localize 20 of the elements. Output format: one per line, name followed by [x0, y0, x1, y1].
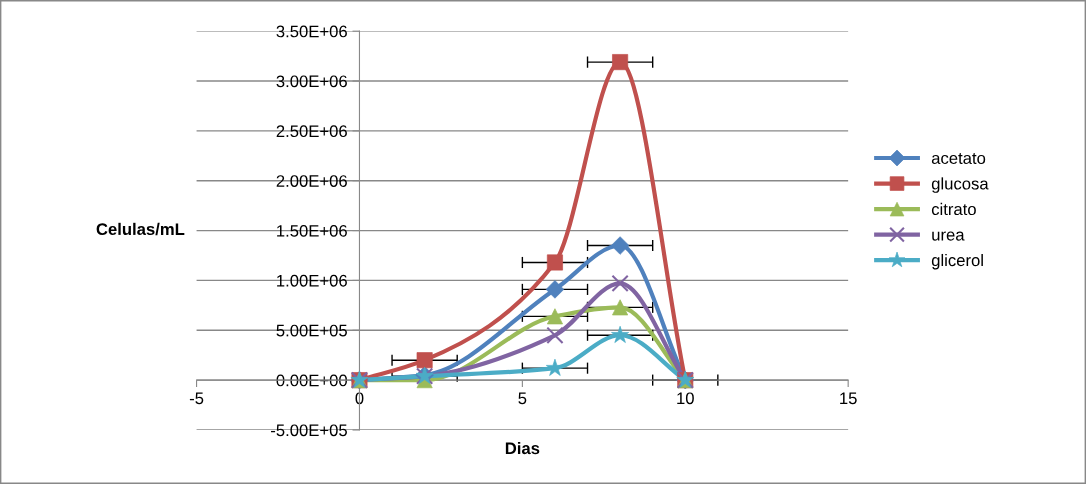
y-axis-title: Celulas/mL [96, 222, 185, 236]
x-axis-title: Dias [505, 441, 540, 455]
x-tick-label: 15 [840, 392, 857, 405]
legend-label: glicerol [931, 253, 983, 270]
y-tick-label: -5.00E+05 [271, 424, 347, 437]
legend-label: urea [932, 231, 965, 241]
x-tick-label: -5 [189, 392, 204, 405]
y-tick-label: 2.00E+06 [276, 175, 347, 187]
legend-label: acetato [931, 153, 986, 165]
y-tick-label: 0.00E+00 [276, 374, 348, 387]
y-tick-label: 3.50E+06 [276, 25, 347, 38]
y-tick-label: 5.00E+05 [276, 324, 347, 337]
legend-label: citrato [931, 202, 976, 216]
legend-label: glucosa [931, 177, 989, 193]
y-tick-label: 3.00E+06 [276, 75, 347, 88]
y-tick-label: 1.00E+06 [277, 274, 347, 287]
x-tick-label: 5 [518, 392, 527, 405]
y-tick-label: 2.50E+06 [276, 125, 347, 138]
y-tick-label: 1.50E+06 [277, 224, 347, 237]
x-tick-label: 10 [677, 392, 694, 405]
